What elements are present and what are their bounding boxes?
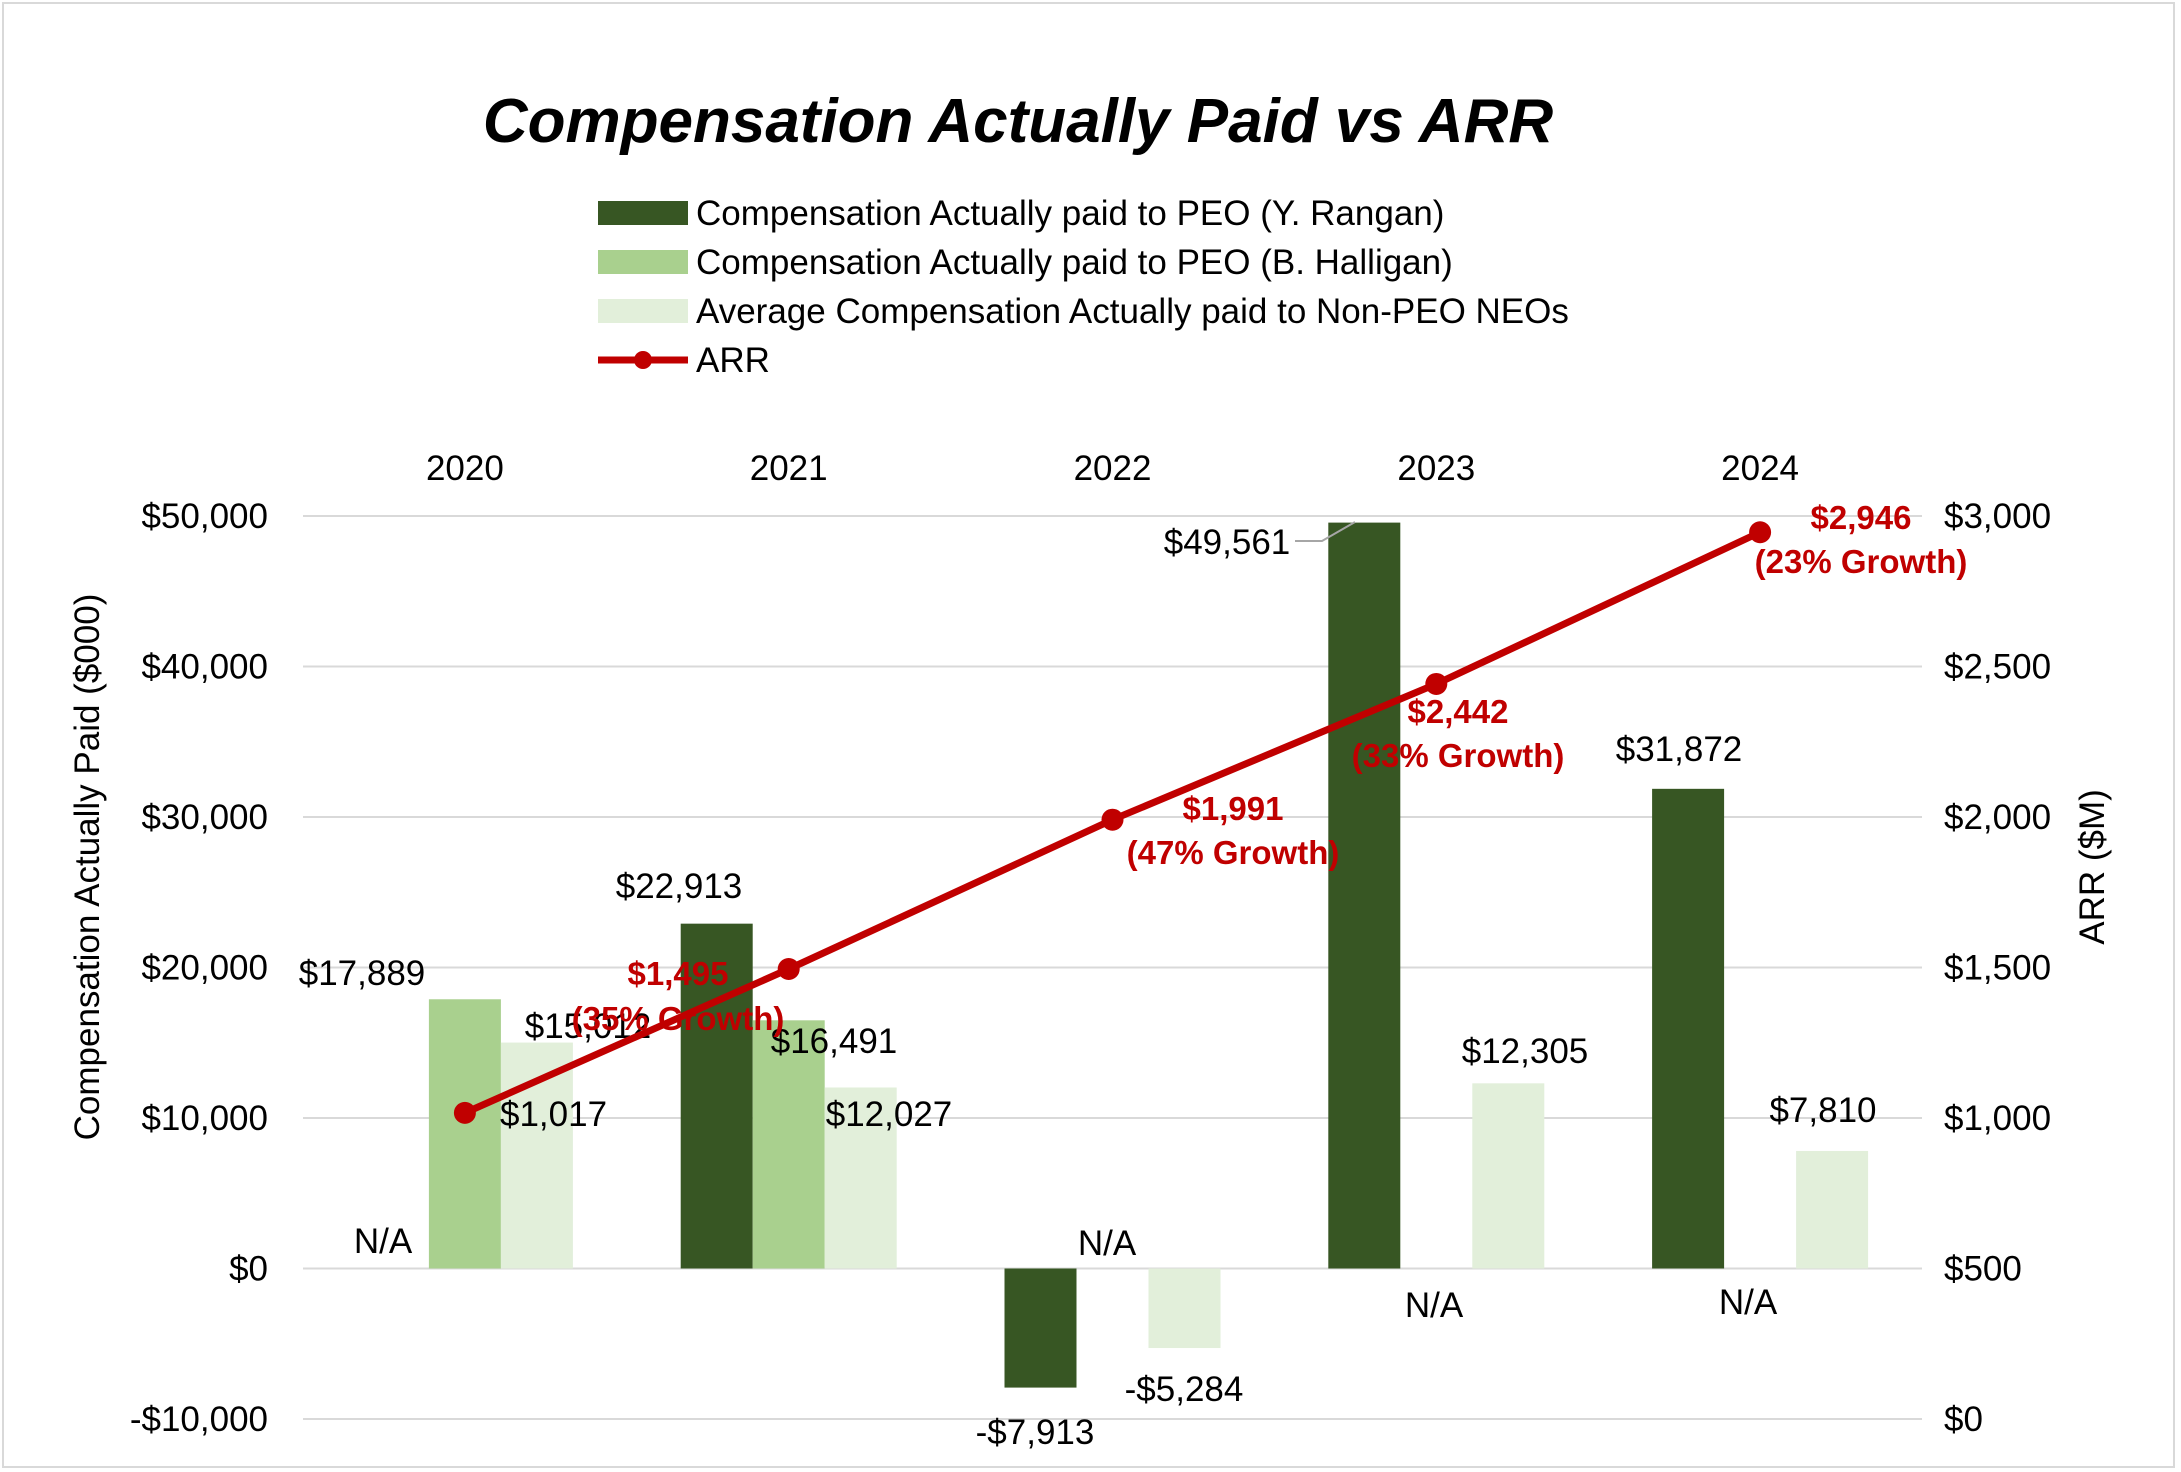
bar	[1004, 1268, 1077, 1388]
legend-swatch	[598, 299, 688, 323]
left-axis-title: Compensation Actually Paid ($000)	[68, 594, 107, 1141]
bar	[1328, 522, 1401, 1269]
chart-title: Compensation Actually Paid vs ARR	[483, 87, 1554, 156]
legend: Compensation Actually paid to PEO (Y. Ra…	[598, 194, 1569, 380]
left-tick-label: $40,000	[141, 648, 268, 687]
arr-point	[453, 1101, 476, 1124]
right-tick-label: $1,500	[1944, 949, 2051, 988]
bar-data-label: N/A	[354, 1222, 413, 1261]
legend-swatch	[598, 201, 688, 225]
right-tick-label: $500	[1944, 1250, 2022, 1289]
arr-point	[1101, 808, 1124, 831]
bar-data-label: N/A	[1405, 1286, 1464, 1325]
bar	[1796, 1150, 1869, 1269]
legend-line-marker	[634, 351, 652, 369]
category-labels: 2020 2021 2022 2023 2024	[426, 449, 1799, 488]
arr-data-label: $1,991	[1183, 790, 1284, 827]
legend-swatch	[598, 250, 688, 274]
arr-data-label: $2,442	[1408, 693, 1509, 730]
bar-data-label: $16,491	[771, 1022, 898, 1061]
bar-data-label: $49,561	[1164, 523, 1291, 562]
arr-data-label: $1,495	[628, 955, 729, 992]
left-tick-label: $50,000	[141, 497, 268, 536]
right-tick-label: $1,000	[1944, 1099, 2051, 1138]
legend-label: Compensation Actually paid to PEO (B. Ha…	[696, 243, 1453, 282]
arr-growth-label: (23% Growth)	[1755, 543, 1968, 580]
category-label: 2021	[750, 449, 828, 488]
bar	[1148, 1268, 1221, 1349]
arr-point	[1425, 672, 1448, 695]
arr-point	[777, 958, 800, 981]
bar	[500, 1042, 573, 1269]
category-label: 2024	[1721, 449, 1799, 488]
left-tick-label: $30,000	[141, 798, 268, 837]
right-axis-ticks: $0 $500 $1,000 $1,500 $2,000 $2,500 $3,000	[1944, 497, 2051, 1439]
bar-data-label: $17,889	[299, 954, 426, 993]
left-tick-label: $0	[229, 1250, 268, 1289]
arr-growth-label: (47% Growth)	[1127, 834, 1340, 871]
bar-data-label: -$7,913	[976, 1413, 1095, 1452]
left-tick-label: $20,000	[141, 949, 268, 988]
bar	[1472, 1083, 1545, 1269]
category-label: 2020	[426, 449, 504, 488]
right-axis-title: ARR ($M)	[2073, 789, 2112, 945]
legend-label: Average Compensation Actually paid to No…	[696, 292, 1569, 331]
bar-data-label: $31,872	[1616, 730, 1743, 769]
arr-data-label: $1,017	[500, 1095, 607, 1134]
left-tick-label: $10,000	[141, 1099, 268, 1138]
right-tick-label: $3,000	[1944, 497, 2051, 536]
bar	[680, 923, 753, 1269]
leader-line	[1295, 521, 1356, 542]
bar-data-label: -$5,284	[1125, 1370, 1244, 1409]
legend-label: ARR	[696, 341, 770, 380]
bar-data-label: $12,305	[1462, 1032, 1589, 1071]
bar	[824, 1087, 897, 1269]
bar	[1652, 788, 1725, 1269]
right-tick-label: $2,000	[1944, 798, 2051, 837]
bars	[428, 522, 1869, 1388]
bar-data-label: $12,027	[826, 1095, 953, 1134]
bar-data-label: N/A	[1719, 1283, 1778, 1322]
bar-data-label: N/A	[1078, 1224, 1137, 1263]
arr-line-group: $1,017 $1,495 (35% Growth) $1,991 (47% Growt…	[453, 499, 1968, 1134]
arr-point	[1749, 521, 1772, 544]
bar	[428, 999, 501, 1269]
arr-growth-label: (35% Growth)	[572, 1000, 785, 1037]
category-label: 2023	[1397, 449, 1475, 488]
left-axis-ticks: -$10,000 $0 $10,000 $20,000 $30,000 $40,000 $5…	[130, 497, 268, 1439]
arr-growth-label: (33% Growth)	[1352, 737, 1565, 774]
right-tick-label: $2,500	[1944, 648, 2051, 687]
legend-label: Compensation Actually paid to PEO (Y. Ra…	[696, 194, 1444, 233]
category-label: 2022	[1074, 449, 1152, 488]
bar-labels: N/A $22,913 -$7,913 $49,561 $31,872 $17,889 $1…	[299, 521, 1877, 1452]
arr-data-label: $2,946	[1811, 499, 1912, 536]
bar	[752, 1020, 825, 1269]
left-tick-label: -$10,000	[130, 1400, 268, 1439]
right-tick-label: $0	[1944, 1400, 1983, 1439]
bar-data-label: $22,913	[616, 867, 743, 906]
bar-data-label: $7,810	[1769, 1091, 1876, 1130]
